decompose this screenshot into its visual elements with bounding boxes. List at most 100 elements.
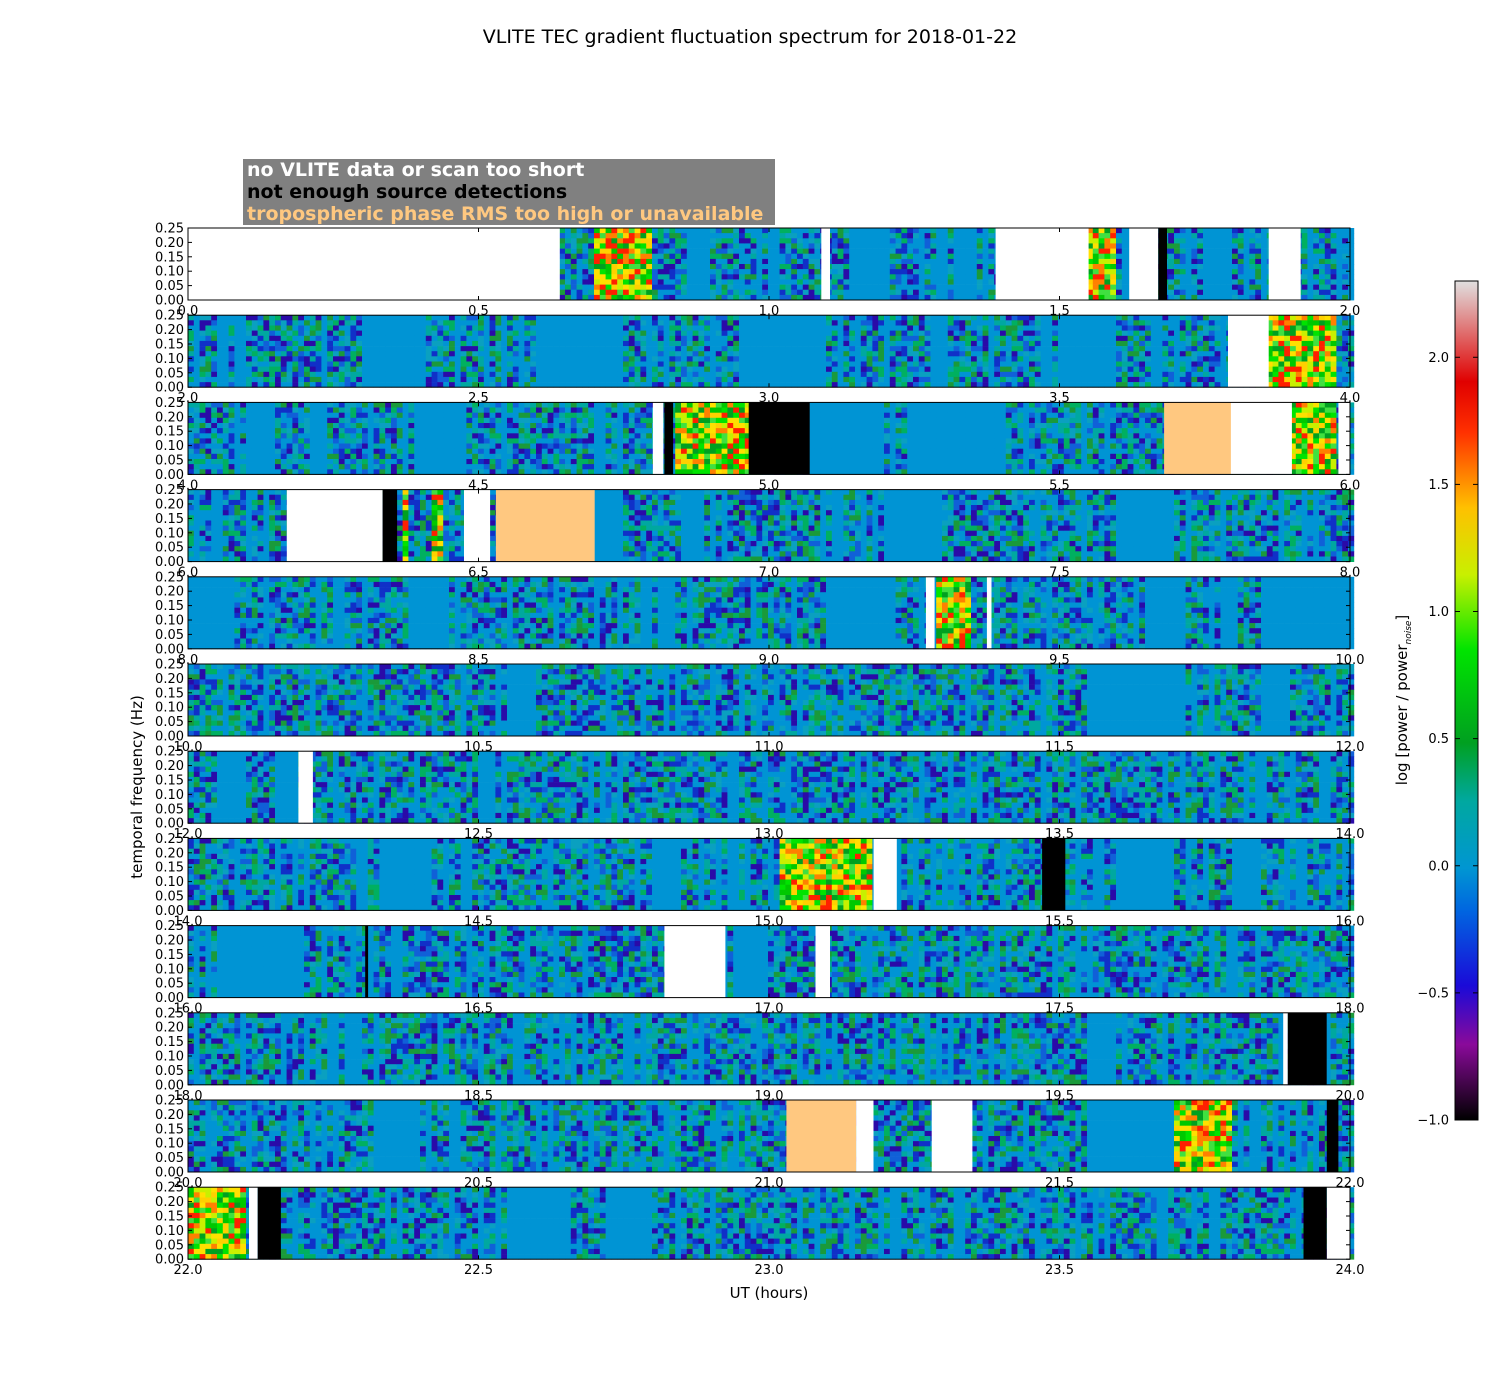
spectrum-cell	[455, 315, 461, 321]
spectrum-cell	[698, 259, 704, 265]
spectrum-cell	[1093, 249, 1099, 255]
spectrum-cell	[1174, 228, 1180, 234]
spectrum-cell	[461, 320, 467, 326]
spectrum-cell	[1191, 238, 1197, 244]
spectrum-cell	[1099, 233, 1105, 239]
spectrum-cell	[316, 315, 322, 321]
spectrum-cell	[240, 351, 246, 357]
spectrum-cell	[797, 290, 803, 296]
spectrum-cell	[484, 367, 490, 373]
spectrum-cell	[1110, 259, 1116, 265]
spectrum-cell	[867, 228, 873, 234]
spectrum-cell	[229, 326, 235, 332]
spectrum-cell	[901, 290, 907, 296]
spectrum-cell	[623, 279, 629, 285]
spectrum-cell	[466, 315, 472, 321]
spectrum-cell	[1244, 238, 1250, 244]
spectrum-cell	[385, 377, 391, 383]
spectrum-cell	[698, 285, 704, 291]
spectrum-cell	[901, 249, 907, 255]
spectrum-cell	[971, 274, 977, 280]
spectrum-cell	[617, 254, 623, 260]
spectrum-cell	[861, 279, 867, 285]
spectrum-cell	[861, 243, 867, 249]
spectrum-cell	[768, 238, 774, 244]
spectrum-cell	[362, 346, 368, 352]
spectrum-cell	[681, 264, 687, 270]
spectrum-cell	[733, 259, 739, 265]
spectrum-cell	[519, 336, 525, 342]
spectrum-cell	[466, 331, 472, 337]
spectrum-cell	[1191, 269, 1197, 275]
spectrum-cell	[304, 346, 310, 352]
spectrum-cell	[977, 259, 983, 265]
spectrum-cell	[872, 290, 878, 296]
spectrum-cell	[571, 259, 577, 265]
spectrum-cell	[350, 377, 356, 383]
spectrum-cell	[838, 285, 844, 291]
spectrum-cell	[722, 228, 728, 234]
spectrum-panels: 0.000.050.100.150.200.250.0 0.5 1.0 1.5 2.00…	[155, 222, 1364, 1279]
spectrum-cell	[362, 367, 368, 373]
spectrum-cell	[577, 290, 583, 296]
spectrum-cell	[548, 362, 554, 368]
spectrum-cell	[258, 377, 264, 383]
spectrum-cell	[925, 243, 931, 249]
spectrum-cell	[855, 259, 861, 265]
spectrum-cell	[391, 336, 397, 342]
spectrum-cell	[606, 279, 612, 285]
spectrum-cell	[710, 279, 716, 285]
spectrum-cell	[739, 274, 745, 280]
spectrum-cell	[872, 259, 878, 265]
spectrum-cell	[240, 341, 246, 347]
spectrum-cell	[687, 238, 693, 244]
spectrum-cell	[426, 377, 432, 383]
spectrum-cell	[1249, 249, 1255, 255]
spectrum-cell	[229, 362, 235, 368]
spectrum-cell	[907, 259, 913, 265]
spectrum-cell	[1174, 233, 1180, 239]
spectrum-cell	[635, 228, 641, 234]
spectrum-cell	[368, 372, 374, 378]
spectrum-cell	[861, 228, 867, 234]
spectrum-cell	[600, 233, 606, 239]
spectrum-cell	[217, 356, 223, 362]
spectrum-cell	[901, 264, 907, 270]
spectrum-cell	[350, 320, 356, 326]
spectrum-cell	[733, 249, 739, 255]
spectrum-cell	[275, 315, 281, 321]
spectrum-cell	[733, 285, 739, 291]
spectrum-cell	[1342, 274, 1348, 280]
spectrum-cell	[838, 259, 844, 265]
spectrum-cell	[791, 233, 797, 239]
spectrum-cell	[536, 320, 542, 326]
spectrum-cell	[925, 279, 931, 285]
spectrum-cell	[298, 351, 304, 357]
spectrum-cell	[1191, 279, 1197, 285]
spectrum-cell	[640, 254, 646, 260]
spectrum-cell	[513, 336, 519, 342]
spectrum-cell	[327, 320, 333, 326]
spectrum-cell	[861, 249, 867, 255]
spectrum-cell	[1255, 259, 1261, 265]
spectrum-cell	[588, 264, 594, 270]
spectrum-cell	[211, 346, 217, 352]
spectrum-cell	[217, 315, 223, 321]
spectrum-cell	[1348, 238, 1354, 244]
spectrum-cell	[948, 274, 954, 280]
spectrum-cell	[205, 346, 211, 352]
spectrum-cell	[919, 269, 925, 275]
spectrum-cell	[304, 372, 310, 378]
spectrum-cell	[803, 254, 809, 260]
no-detection-band	[1158, 228, 1167, 300]
spectrum-cell	[901, 243, 907, 249]
spectrum-cell	[983, 254, 989, 260]
spectrum-cell	[1336, 285, 1342, 291]
spectrum-cell	[455, 341, 461, 347]
spectrum-cell	[716, 238, 722, 244]
spectrum-cell	[722, 243, 728, 249]
spectrum-cell	[664, 243, 670, 249]
spectrum-cell	[611, 228, 617, 234]
spectrum-cell	[414, 346, 420, 352]
spectrum-cell	[652, 285, 658, 291]
